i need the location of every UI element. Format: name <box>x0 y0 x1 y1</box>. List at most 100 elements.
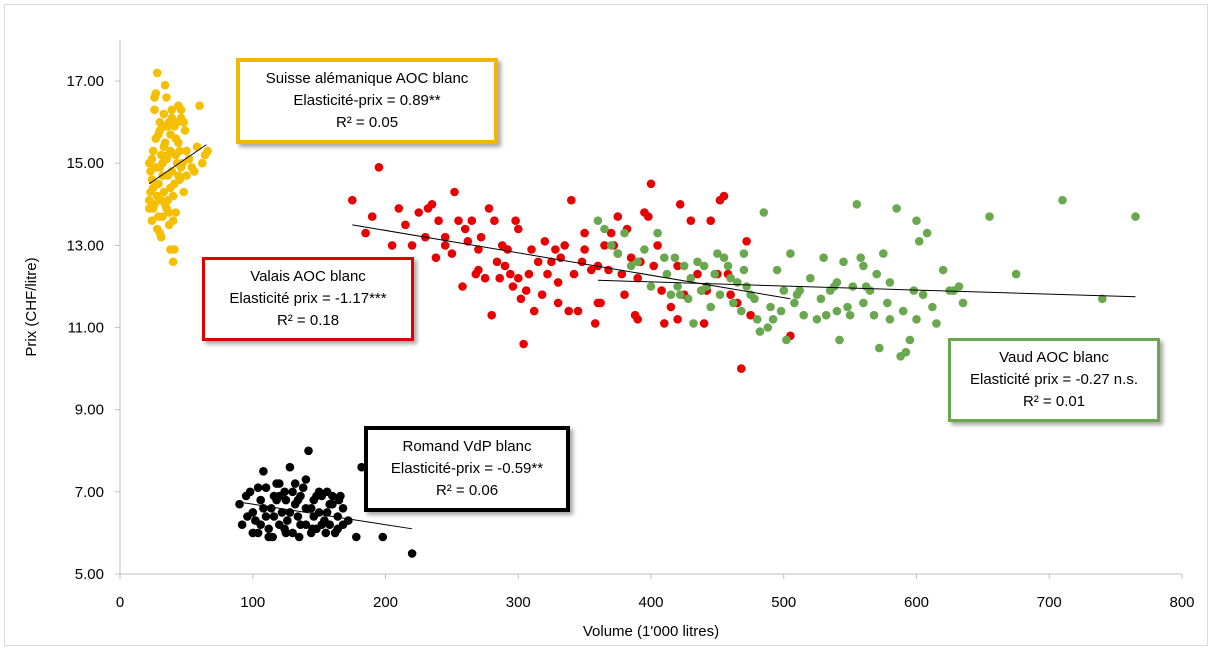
trend-line-series-4 <box>239 501 413 530</box>
annotation-vaud: Vaud AOC blanc Elasticité prix = -0.27 n… <box>948 338 1160 422</box>
x-axis-label: Volume (1'000 litres) <box>583 623 719 640</box>
trend-line-series-3 <box>597 279 1136 298</box>
data-point-series-2 <box>587 265 596 275</box>
data-point-series-1 <box>155 126 165 135</box>
data-point-series-3 <box>633 257 642 267</box>
data-point-series-3 <box>901 347 911 357</box>
data-point-series-3 <box>719 253 729 262</box>
data-point-series-4 <box>357 462 366 472</box>
data-point-series-4 <box>259 467 268 476</box>
data-point-series-3 <box>699 261 709 271</box>
data-point-series-4 <box>293 512 303 521</box>
data-point-series-3 <box>865 286 875 295</box>
data-point-series-2 <box>450 187 459 197</box>
annotation-romand: Romand VdP blanc Elasticité-prix = -0.59… <box>364 426 570 512</box>
data-point-series-3 <box>706 302 715 312</box>
data-point-series-1 <box>144 204 154 213</box>
data-point-series-4 <box>328 491 337 501</box>
data-point-series-4 <box>237 520 247 529</box>
data-point-series-4 <box>285 462 295 472</box>
data-point-series-2 <box>567 195 576 205</box>
data-point-series-2 <box>620 290 629 300</box>
data-point-series-3 <box>772 265 782 275</box>
data-point-series-2 <box>706 216 715 225</box>
data-point-series-3 <box>872 269 881 279</box>
data-point-series-1 <box>147 216 157 225</box>
data-point-series-2 <box>414 208 424 217</box>
annotation-romand-line-1: Romand VdP blanc <box>402 438 532 455</box>
data-point-series-3 <box>626 261 636 271</box>
data-point-series-2 <box>537 290 547 300</box>
data-point-series-3 <box>1058 195 1067 205</box>
data-point-series-2 <box>516 294 526 304</box>
data-point-series-2 <box>569 269 579 279</box>
data-point-series-4 <box>248 528 258 538</box>
data-point-series-3 <box>806 273 815 283</box>
data-point-series-2 <box>474 245 483 254</box>
data-point-series-2 <box>394 204 404 213</box>
annotation-romand-line-2: Elasticité-prix = -0.59** <box>390 460 544 477</box>
data-point-series-3 <box>646 282 656 291</box>
data-point-series-1 <box>162 93 171 102</box>
data-point-series-1 <box>182 146 191 156</box>
data-point-series-2 <box>547 257 556 267</box>
data-point-series-4 <box>298 483 308 493</box>
data-point-series-2 <box>577 257 587 267</box>
data-point-series-1 <box>184 154 194 164</box>
y-tick-label: 5.00 <box>75 566 104 583</box>
data-point-series-3 <box>835 335 844 345</box>
data-point-series-4 <box>275 479 284 488</box>
data-point-series-3 <box>985 212 994 221</box>
data-point-series-3 <box>766 302 775 312</box>
data-point-series-4 <box>245 487 255 497</box>
y-tick-label: 13.00 <box>66 237 104 254</box>
data-point-series-3 <box>666 290 676 300</box>
data-point-series-4 <box>267 504 276 513</box>
data-point-series-4 <box>344 516 353 525</box>
data-point-series-2 <box>737 364 746 373</box>
data-point-series-2 <box>617 269 627 279</box>
x-tick-label: 600 <box>904 594 929 611</box>
y-tick-label: 15.00 <box>66 155 104 172</box>
data-point-series-1 <box>159 187 169 197</box>
data-point-series-3 <box>821 310 831 320</box>
data-point-series-4 <box>296 520 305 529</box>
data-point-series-3 <box>845 310 855 320</box>
data-point-series-2 <box>675 200 685 209</box>
data-point-series-4 <box>261 483 271 493</box>
data-point-series-3 <box>859 298 868 308</box>
data-point-series-4 <box>272 495 281 505</box>
data-point-series-3 <box>799 310 808 320</box>
data-point-series-3 <box>763 323 773 332</box>
data-point-series-3 <box>742 282 751 291</box>
data-point-series-1 <box>171 150 181 160</box>
x-tick-label: 0 <box>116 594 124 611</box>
data-point-series-2 <box>644 212 653 221</box>
data-point-series-4 <box>261 512 271 521</box>
data-point-series-4 <box>322 508 332 517</box>
data-point-series-3 <box>713 249 722 258</box>
data-point-series-4 <box>338 504 348 513</box>
data-point-series-3 <box>693 257 702 267</box>
data-point-series-2 <box>553 298 563 308</box>
data-point-series-3 <box>918 290 928 300</box>
data-point-series-1 <box>190 167 199 176</box>
data-point-series-3 <box>776 306 786 316</box>
data-point-series-3 <box>885 278 895 287</box>
y-axis-label: Prix (CHF/litre) <box>23 257 40 356</box>
data-point-series-1 <box>182 171 191 180</box>
data-point-series-4 <box>256 495 266 505</box>
x-tick-label: 100 <box>240 594 265 611</box>
data-point-series-4 <box>301 504 311 513</box>
data-point-series-1 <box>163 150 173 160</box>
data-point-series-3 <box>606 241 616 250</box>
data-point-series-2 <box>580 228 589 238</box>
data-point-series-3 <box>912 315 921 324</box>
annotation-suisse-alemanique: Suisse alémanique AOC blanc Elasticité-p… <box>236 58 498 144</box>
data-point-series-3 <box>914 237 924 246</box>
data-point-series-1 <box>163 195 173 205</box>
x-tick-label: 300 <box>506 594 531 611</box>
data-point-series-3 <box>737 306 746 316</box>
data-point-series-2 <box>693 269 702 279</box>
